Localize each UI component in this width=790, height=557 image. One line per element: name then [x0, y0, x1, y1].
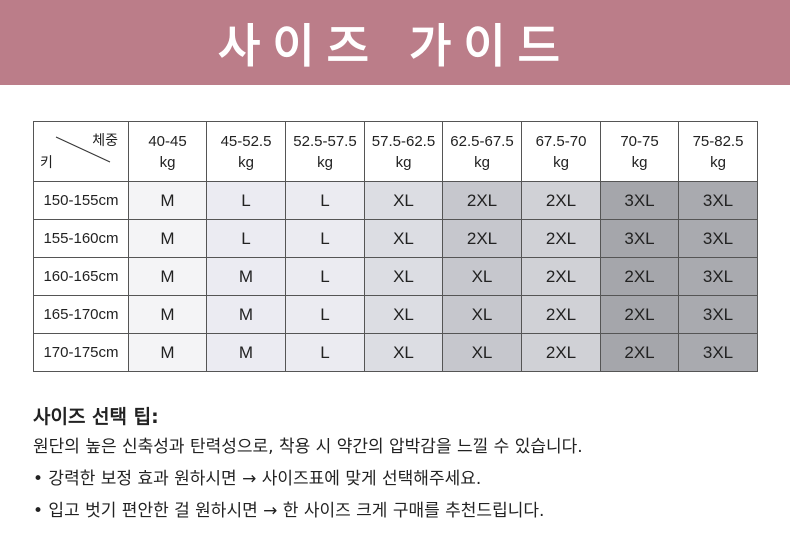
- height-label: 키: [40, 154, 53, 170]
- size-cell: L: [285, 219, 365, 258]
- weight-column-header: 52.5-57.5 kg: [285, 121, 365, 182]
- size-cell: M: [206, 333, 286, 372]
- weight-range: 70-75: [620, 132, 659, 150]
- size-cell: 2XL: [521, 181, 601, 220]
- weight-unit: kg: [631, 153, 648, 171]
- weight-unit: kg: [238, 153, 254, 171]
- table-row: 165-170cm M M L XL XL 2XL 2XL 3XL: [33, 295, 758, 334]
- table-row: 150-155cm M L L XL 2XL 2XL 3XL 3XL: [33, 181, 758, 220]
- size-cell: 3XL: [600, 181, 679, 220]
- size-cell: XL: [442, 257, 522, 296]
- weight-range: 62.5-67.5: [450, 132, 514, 150]
- size-cell: L: [206, 181, 286, 220]
- weight-label: 체중: [92, 132, 118, 148]
- size-cell: 2XL: [600, 333, 679, 372]
- size-cell: 2XL: [521, 219, 601, 258]
- weight-column-header: 45-52.5 kg: [206, 121, 286, 182]
- size-cell: L: [285, 181, 365, 220]
- size-cell: M: [128, 257, 207, 296]
- header-row: 체중 키 40-45 kg 45-52.5 kg 52.5-57.5 kg 57.5-62.…: [33, 121, 758, 182]
- table-row: 170-175cm M M L XL XL 2XL 2XL 3XL: [33, 333, 758, 372]
- size-cell: 3XL: [678, 257, 758, 296]
- page-title: 사이즈 가이드: [218, 18, 572, 73]
- size-cell: L: [206, 219, 286, 258]
- size-cell: 2XL: [521, 333, 601, 372]
- size-cell: M: [128, 181, 207, 220]
- size-cell: 2XL: [600, 295, 679, 334]
- size-cell: M: [128, 295, 207, 334]
- table-row: 155-160cm M L L XL 2XL 2XL 3XL 3XL: [33, 219, 758, 258]
- weight-column-header: 75-82.5 kg: [678, 121, 758, 182]
- weight-range: 52.5-57.5: [293, 132, 357, 150]
- tip-line: • 강력한 보정 효과 원하시면 → 사이즈표에 맞게 선택해주세요.: [33, 469, 482, 489]
- size-cell: 2XL: [521, 295, 601, 334]
- size-cell: XL: [442, 295, 522, 334]
- size-cell: XL: [364, 295, 443, 334]
- height-cell: 160-165cm: [33, 257, 129, 296]
- corner-header: 체중 키: [33, 121, 129, 182]
- tip-line: 원단의 높은 신축성과 탄력성으로, 착용 시 약간의 압박감을 느낄 수 있습…: [33, 437, 583, 457]
- weight-unit: kg: [395, 153, 412, 171]
- weight-range: 57.5-62.5: [371, 132, 436, 150]
- size-cell: L: [285, 295, 365, 334]
- table-row: 160-165cm M M L XL XL 2XL 2XL 3XL: [33, 257, 758, 296]
- diagonal-line: [55, 136, 111, 163]
- weight-column-header: 67.5-70 kg: [521, 121, 601, 182]
- weight-column-header: 62.5-67.5 kg: [442, 121, 522, 182]
- weight-unit: kg: [710, 153, 726, 171]
- size-cell: M: [128, 219, 207, 258]
- size-cell: M: [128, 333, 207, 372]
- weight-unit: kg: [474, 153, 490, 171]
- size-cell: L: [285, 333, 365, 372]
- size-cell: M: [206, 295, 286, 334]
- size-chart-table: 체중 키 40-45 kg 45-52.5 kg 52.5-57.5 kg 57.5-62.…: [33, 121, 758, 372]
- size-cell: 3XL: [678, 219, 758, 258]
- tips-heading: 사이즈 선택 팁:: [33, 406, 159, 428]
- size-cell: L: [285, 257, 365, 296]
- tip-line: • 입고 벗기 편안한 걸 원하시면 → 한 사이즈 크게 구매를 추천드립니다…: [33, 501, 545, 521]
- height-cell: 150-155cm: [33, 181, 129, 220]
- weight-range: 45-52.5: [220, 132, 272, 150]
- weight-column-header: 70-75 kg: [600, 121, 679, 182]
- weight-range: 67.5-70: [535, 132, 587, 150]
- size-cell: 2XL: [600, 257, 679, 296]
- size-cell: XL: [364, 333, 443, 372]
- size-cell: 2XL: [442, 219, 522, 258]
- size-cell: 3XL: [678, 333, 758, 372]
- size-cell: 2XL: [521, 257, 601, 296]
- size-cell: M: [206, 257, 286, 296]
- height-cell: 155-160cm: [33, 219, 129, 258]
- weight-range: 75-82.5: [692, 132, 744, 150]
- height-cell: 165-170cm: [33, 295, 129, 334]
- weight-column-header: 57.5-62.5 kg: [364, 121, 443, 182]
- size-cell: XL: [442, 333, 522, 372]
- weight-range: 40-45: [148, 132, 187, 150]
- height-cell: 170-175cm: [33, 333, 129, 372]
- weight-column-header: 40-45 kg: [128, 121, 207, 182]
- weight-unit: kg: [553, 153, 569, 171]
- title-banner: 사이즈 가이드: [0, 0, 790, 85]
- size-cell: 3XL: [678, 295, 758, 334]
- size-cell: 3XL: [600, 219, 679, 258]
- size-cell: 2XL: [442, 181, 522, 220]
- size-cell: 3XL: [678, 181, 758, 220]
- weight-unit: kg: [159, 153, 176, 171]
- size-cell: XL: [364, 181, 443, 220]
- weight-unit: kg: [317, 153, 333, 171]
- size-tips: 사이즈 선택 팁: 원단의 높은 신축성과 탄력성으로, 착용 시 약간의 압박…: [33, 402, 583, 531]
- size-cell: XL: [364, 257, 443, 296]
- size-cell: XL: [364, 219, 443, 258]
